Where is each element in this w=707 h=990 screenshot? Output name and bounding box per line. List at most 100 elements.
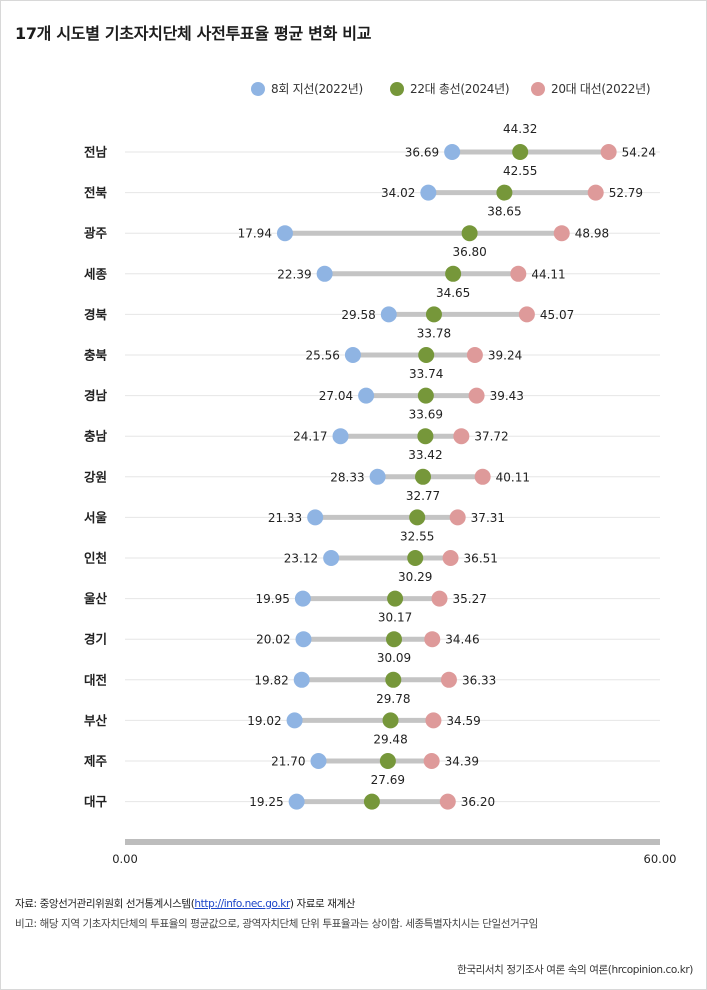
- value-label-presidential-2022-row-2: 52.79: [609, 186, 643, 200]
- value-label-general-2024-row-8: 33.69: [409, 408, 443, 422]
- value-label-presidential-2022-row-7: 39.43: [490, 389, 524, 403]
- category-label-row-2: 전북: [84, 185, 108, 200]
- value-label-presidential-2022-row-11: 36.51: [464, 552, 498, 566]
- value-label-general-2024-row-13: 30.17: [378, 611, 412, 625]
- dot-presidential-2022-row-17: [439, 793, 456, 810]
- value-label-general-2024-row-3: 38.65: [487, 205, 521, 219]
- dot-local-2022-row-17: [288, 793, 305, 810]
- value-label-local-2022-row-13: 20.02: [256, 633, 290, 647]
- value-label-presidential-2022-row-15: 34.59: [446, 714, 480, 728]
- dot-general-2024-row-15: [382, 712, 399, 729]
- category-label-row-4: 세종: [84, 266, 108, 281]
- chart-title: 17개 시도별 기초자치단체 사전투표율 평균 변화 비교: [15, 24, 372, 43]
- value-label-local-2022-row-9: 28.33: [330, 470, 364, 484]
- value-label-local-2022-row-8: 24.17: [293, 430, 327, 444]
- credit-line: 한국리서치 정기조사 여론 속의 여론(hrcopinion.co.kr): [457, 964, 693, 976]
- category-label-row-5: 경북: [84, 307, 108, 322]
- source-prefix: 자료: 중앙선거관리위원회 선거통계시스템(: [15, 898, 195, 910]
- dot-presidential-2022-row-1: [600, 144, 617, 160]
- value-label-presidential-2022-row-13: 34.46: [445, 633, 479, 647]
- dot-local-2022-row-6: [344, 347, 361, 363]
- category-label-row-17: 대구: [84, 794, 108, 809]
- dot-presidential-2022-row-3: [553, 225, 570, 242]
- dot-local-2022-row-8: [332, 428, 349, 445]
- category-label-row-16: 제주: [84, 754, 108, 769]
- dot-local-2022-row-12: [294, 590, 311, 607]
- value-label-local-2022-row-16: 21.70: [271, 755, 305, 769]
- dot-local-2022-row-2: [420, 184, 437, 201]
- category-label-row-1: 전남: [84, 145, 108, 160]
- value-label-general-2024-row-9: 33.42: [408, 448, 442, 462]
- x-axis-bar: [125, 839, 660, 845]
- value-label-local-2022-row-10: 21.33: [268, 511, 302, 525]
- dot-general-2024-row-5: [425, 306, 442, 323]
- dot-local-2022-row-3: [276, 225, 293, 242]
- source-link[interactable]: http://info.nec.go.kr: [194, 898, 290, 910]
- value-label-general-2024-row-2: 42.55: [503, 164, 537, 178]
- legend-marker-general-2024: [390, 81, 404, 96]
- dot-presidential-2022-row-15: [425, 712, 442, 729]
- dot-general-2024-row-6: [418, 347, 435, 363]
- dot-local-2022-row-1: [444, 144, 461, 160]
- dot-general-2024-row-9: [414, 468, 431, 485]
- value-label-general-2024-row-6: 33.78: [417, 326, 451, 340]
- value-label-general-2024-row-15: 29.78: [376, 692, 410, 706]
- dumbbell-chart: 전남 36.69 54.24 44.32 전북 34.02 52.79 광주 17.94 48.9…: [84, 122, 676, 866]
- value-label-local-2022-row-7: 27.04: [319, 389, 353, 403]
- dot-general-2024-row-3: [461, 225, 478, 242]
- legend-marker-presidential-2022: [531, 81, 545, 96]
- source-note: 자료: 중앙선거관리위원회 선거통계시스템(http://info.nec.go…: [15, 896, 355, 911]
- dot-local-2022-row-16: [310, 753, 327, 769]
- value-label-local-2022-row-15: 19.02: [247, 714, 281, 728]
- value-label-presidential-2022-row-17: 36.20: [461, 795, 495, 809]
- dot-local-2022-row-11: [323, 550, 340, 566]
- value-label-general-2024-row-10: 32.77: [406, 489, 440, 503]
- dot-local-2022-row-14: [293, 671, 310, 688]
- legend-item-presidential-2022: 20대 대선(2022년): [531, 80, 651, 97]
- value-label-local-2022-row-6: 25.56: [306, 349, 340, 363]
- dot-general-2024-row-14: [385, 671, 402, 688]
- dot-presidential-2022-row-6: [466, 347, 483, 363]
- value-label-local-2022-row-2: 34.02: [381, 186, 415, 200]
- value-label-presidential-2022-row-9: 40.11: [496, 470, 530, 484]
- dot-local-2022-row-10: [307, 509, 324, 526]
- value-label-presidential-2022-row-10: 37.31: [471, 511, 505, 525]
- value-label-presidential-2022-row-5: 45.07: [540, 308, 574, 322]
- value-label-general-2024-row-5: 34.65: [436, 286, 470, 300]
- category-label-row-8: 충남: [84, 429, 108, 444]
- legend-label-presidential-2022: 20대 대선(2022년): [551, 82, 651, 96]
- value-label-presidential-2022-row-6: 39.24: [488, 349, 522, 363]
- dot-general-2024-row-7: [417, 387, 434, 404]
- dot-local-2022-row-13: [295, 631, 312, 648]
- legend-label-general-2024: 22대 총선(2024년): [410, 82, 510, 96]
- category-label-row-12: 울산: [84, 591, 108, 606]
- category-label-row-13: 경기: [84, 632, 107, 647]
- category-label-row-3: 광주: [84, 226, 108, 241]
- value-label-local-2022-row-4: 22.39: [277, 267, 311, 281]
- value-label-presidential-2022-row-12: 35.27: [452, 592, 486, 606]
- source-suffix: ) 자료로 재계산: [289, 898, 356, 910]
- value-label-local-2022-row-17: 19.25: [249, 795, 283, 809]
- value-label-presidential-2022-row-14: 36.33: [462, 673, 496, 687]
- value-label-presidential-2022-row-8: 37.72: [474, 430, 508, 444]
- x-tick-label-min: 0.00: [112, 852, 138, 866]
- value-label-presidential-2022-row-16: 34.39: [445, 755, 479, 769]
- dot-presidential-2022-row-10: [449, 509, 466, 526]
- dot-local-2022-row-15: [286, 712, 303, 729]
- legend-label-local-2022: 8회 지선(2022년): [271, 82, 363, 96]
- dot-local-2022-row-5: [380, 306, 397, 323]
- value-label-local-2022-row-14: 19.82: [254, 673, 288, 687]
- value-label-general-2024-row-17: 27.69: [371, 773, 405, 787]
- value-label-presidential-2022-row-4: 44.11: [531, 267, 565, 281]
- category-label-row-9: 강원: [84, 469, 107, 484]
- value-label-general-2024-row-1: 44.32: [503, 122, 537, 136]
- dot-general-2024-row-12: [387, 590, 404, 607]
- dot-general-2024-row-8: [417, 428, 434, 445]
- value-label-local-2022-row-12: 19.95: [256, 592, 290, 606]
- value-label-local-2022-row-5: 29.58: [341, 308, 375, 322]
- legend-marker-local-2022: [251, 81, 265, 96]
- dot-local-2022-row-7: [358, 387, 375, 404]
- legend-item-general-2024: 22대 총선(2024년): [390, 80, 510, 97]
- dot-presidential-2022-row-16: [423, 753, 440, 769]
- dot-local-2022-row-4: [316, 265, 333, 282]
